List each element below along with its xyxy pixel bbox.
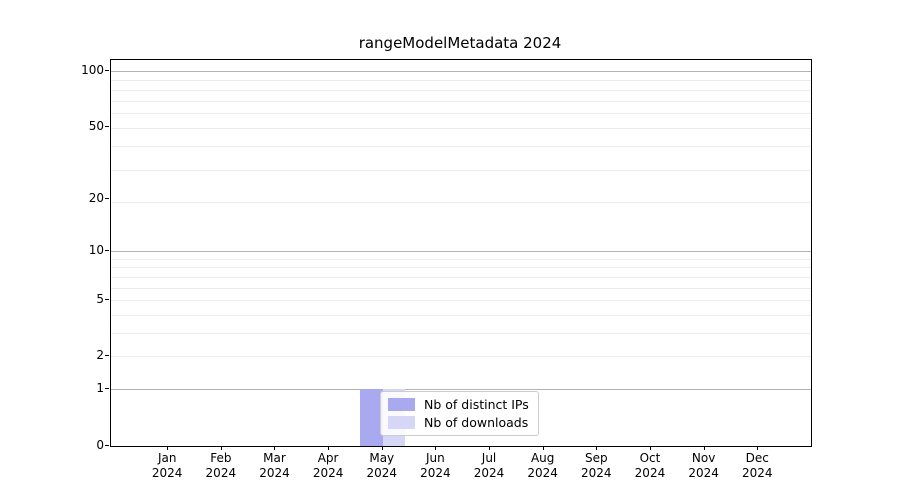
chart-title: rangeModelMetadata 2024 [358,34,562,52]
x-tick-label: Jun 2024 [405,451,465,481]
x-tick-mark [649,446,651,450]
x-tick-year: 2024 [527,466,558,480]
x-tick-year: 2024 [205,466,237,480]
y-tick-label: 5 [96,292,104,307]
x-tick-year: 2024 [741,466,773,480]
minor-gridline [111,128,811,130]
x-tick-mark [220,446,222,450]
x-tick-label: Apr 2024 [298,451,358,481]
y-tick-label: 10 [88,242,104,257]
x-tick-label: Sep 2024 [566,451,626,481]
minor-gridline [111,80,811,82]
minor-gridline [111,169,811,171]
bar-distinct-ips [360,389,383,446]
minor-gridline [111,267,811,269]
y-tick-label: 50 [88,118,104,133]
x-tick-mark [435,446,437,450]
x-tick-mark [328,446,330,450]
y-tick-mark [105,70,109,72]
x-tick-label: Nov 2024 [674,451,734,481]
x-tick-mark [489,446,491,450]
x-tick-label: Feb 2024 [191,451,251,481]
legend-label-downloads: Nb of downloads [424,415,529,430]
y-tick-mark [105,355,109,357]
x-tick-year: 2024 [634,466,666,480]
x-tick-mark [381,446,383,450]
minor-gridline [111,146,811,148]
y-tick-mark [105,197,109,199]
y-tick-label: 100 [81,63,104,78]
x-tick-label: May 2024 [352,451,412,481]
x-tick-mark [596,446,598,450]
x-tick-year: 2024 [151,466,183,480]
x-tick-label: Aug 2024 [513,451,573,481]
major-gridline [111,71,811,73]
y-tick-mark [105,125,109,127]
minor-gridline [111,276,811,278]
x-tick-year: 2024 [473,466,505,480]
minor-gridline [111,258,811,260]
y-tick-mark [105,299,109,301]
x-tick-label: Oct 2024 [620,451,680,481]
plot-area: Nb of distinct IPs Nb of downloads [110,59,812,447]
x-tick-mark [757,446,759,450]
x-tick-label: Dec 2024 [727,451,787,481]
minor-gridline [111,90,811,91]
x-tick-year: 2024 [688,466,719,480]
x-tick-label: Jul 2024 [459,451,519,481]
major-gridline [111,389,811,391]
x-tick-year: 2024 [581,466,612,480]
x-tick-year: 2024 [312,466,344,480]
y-tick-mark [105,444,109,446]
downloads-swatch-icon [388,416,415,429]
y-tick-mark [105,249,109,251]
x-tick-label: Mar 2024 [244,451,304,481]
minor-gridline [111,300,811,302]
y-tick-label: 20 [88,190,104,205]
x-tick-year: 2024 [420,466,451,480]
y-tick-mark [105,388,109,390]
x-tick-mark [274,446,276,450]
legend-label-distinct-ips: Nb of distinct IPs [424,397,529,412]
y-tick-label: 1 [96,381,104,396]
legend: Nb of distinct IPs Nb of downloads [380,391,539,436]
x-tick-mark [703,446,705,450]
minor-gridline [111,287,811,289]
distinct-ips-swatch-icon [388,398,415,411]
legend-item-distinct-ips: Nb of distinct IPs [388,397,529,412]
minor-gridline [111,113,811,115]
minor-gridline [111,333,811,335]
minor-gridline [111,100,811,102]
legend-item-downloads: Nb of downloads [388,415,529,430]
y-tick-label: 2 [96,348,104,363]
minor-gridline [111,202,811,204]
x-tick-mark [167,446,169,450]
x-tick-label: Jan 2024 [137,451,197,481]
major-gridline [111,250,811,252]
y-tick-label: 0 [96,437,104,452]
minor-gridline [111,356,811,358]
minor-gridline [111,314,811,316]
x-tick-year: 2024 [366,466,398,480]
x-tick-mark [542,446,544,450]
x-tick-year: 2024 [259,466,290,480]
